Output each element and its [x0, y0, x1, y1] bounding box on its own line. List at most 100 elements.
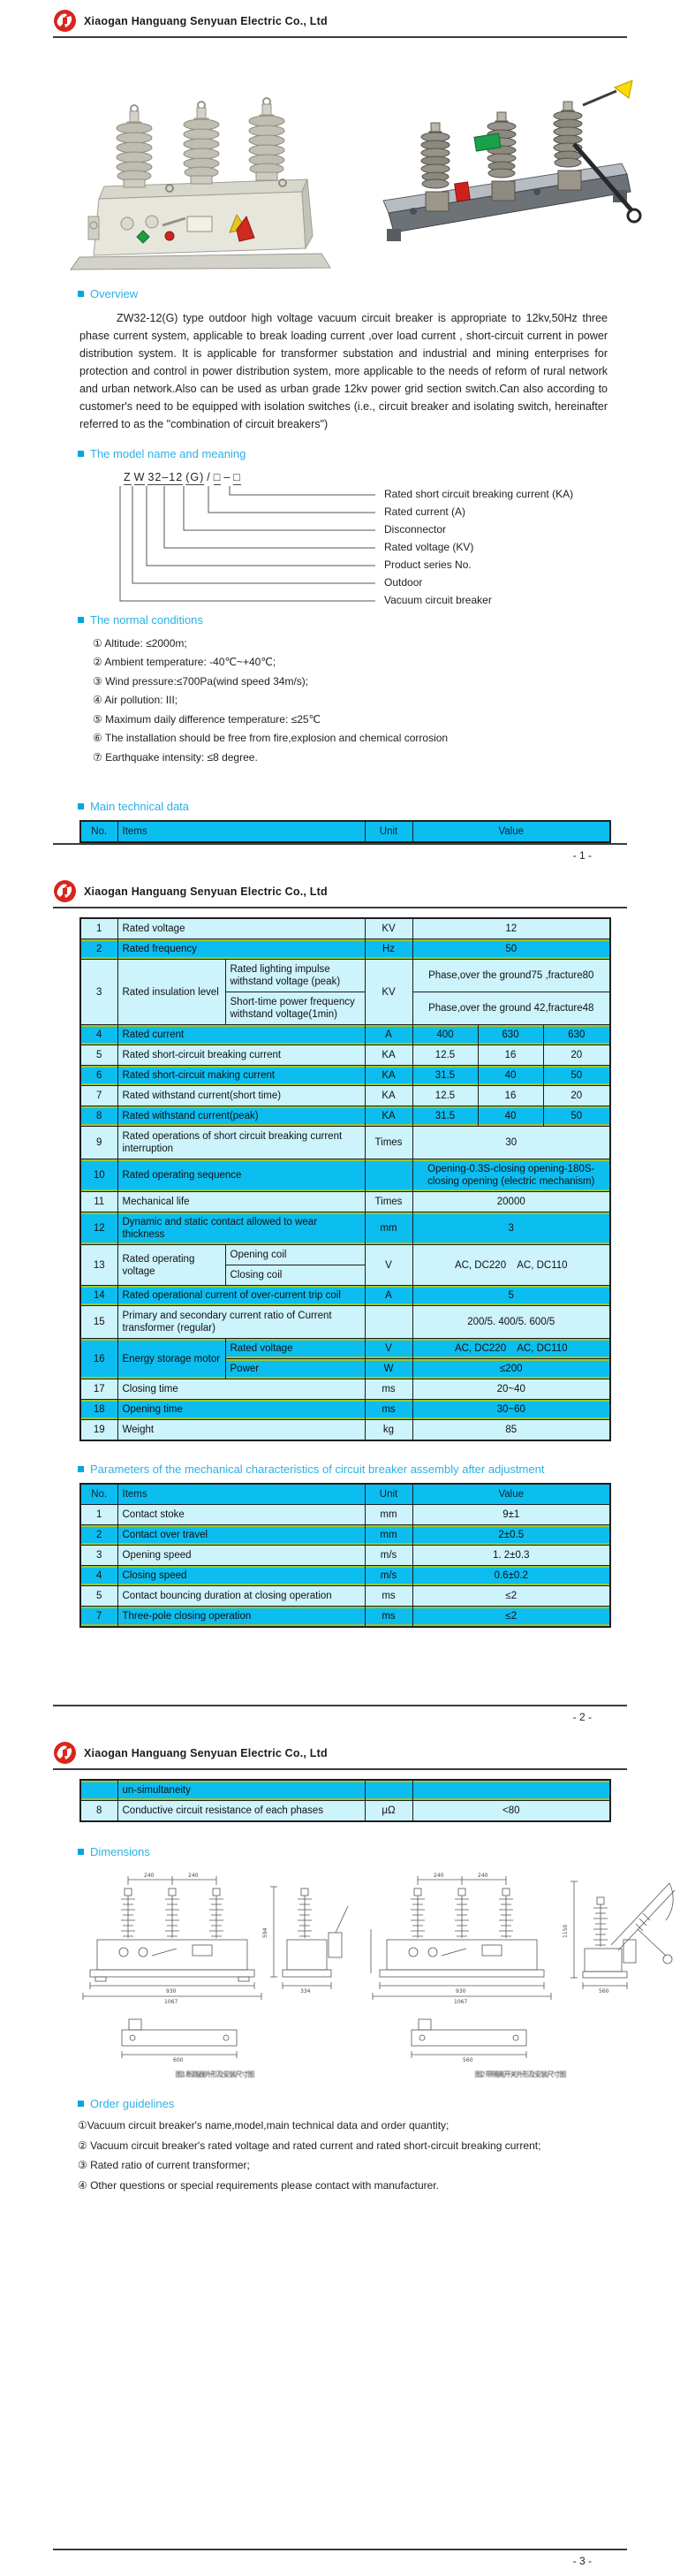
- model-code-seg: (G): [185, 471, 205, 485]
- main-data-table-header: No. Items Unit Value: [79, 820, 612, 843]
- cell-value: 50: [412, 938, 611, 960]
- cell-item: Rated current: [117, 1024, 366, 1045]
- cell-value: 0.6±0.2: [412, 1565, 611, 1586]
- cell-no: [79, 1779, 118, 1801]
- table-row: 11 Mechanical life Times 20000: [79, 1191, 611, 1212]
- cell-value: 50: [542, 1065, 611, 1086]
- col-no: No.: [79, 820, 118, 843]
- cell-no: 15: [79, 1305, 118, 1339]
- model-code-seg: □: [213, 471, 222, 485]
- svg-text:240: 240: [188, 1873, 199, 1879]
- overview-paragraph: ZW32-12(G) type outdoor high voltage vac…: [79, 312, 608, 430]
- col-value: Value: [412, 820, 611, 843]
- cell-unit: KA: [364, 1085, 413, 1106]
- page-number: - 2 -: [572, 1711, 592, 1723]
- cell-value: 9±1: [412, 1504, 611, 1525]
- page-footer: - 1 -: [53, 843, 627, 870]
- cell-no: 4: [79, 1024, 118, 1045]
- cell-value: 2±0.5: [412, 1524, 611, 1546]
- page-1: Xiaogan Hanguang Senyuan Electric Co., L…: [0, 0, 680, 870]
- cell-value: 400: [412, 1024, 479, 1045]
- svg-text:1150: 1150: [563, 1925, 569, 1938]
- cell-value: 630: [477, 1024, 544, 1045]
- cell-item: Closing speed: [117, 1565, 366, 1586]
- table-row: 7 Rated withstand current(short time) KA 12…: [79, 1085, 611, 1106]
- figure-caption: 图2 带隔离开关外形及安装尺寸图: [474, 2071, 567, 2078]
- cell-no: 16: [79, 1338, 118, 1379]
- page-number: - 1 -: [572, 849, 592, 862]
- page-2: Xiaogan Hanguang Senyuan Electric Co., L…: [0, 870, 680, 1732]
- svg-text:1067: 1067: [454, 1999, 467, 2005]
- svg-text:600: 600: [173, 2057, 184, 2063]
- col-no: No.: [79, 1483, 118, 1505]
- cell-unit: A: [364, 1285, 413, 1306]
- table-row: 8 Rated withstand current(peak) KA 31.5 40 50: [79, 1106, 611, 1127]
- page-header: Xiaogan Hanguang Senyuan Electric Co., L…: [53, 870, 627, 908]
- cell-unit: mm: [364, 1212, 413, 1245]
- section-title: The model name and meaning: [90, 447, 246, 460]
- page-footer: - 3 -: [53, 2549, 627, 2576]
- table-row: 1 Contact stoke mm 9±1: [79, 1504, 611, 1525]
- cell-unit: Hz: [364, 938, 413, 960]
- table-row: Short-time power frequency withstand vol…: [80, 992, 611, 1025]
- cell-value: Phase,over the ground75 ,fracture80: [412, 959, 611, 992]
- cell-value: 31.5: [412, 1065, 479, 1086]
- section-bullet-icon: [78, 803, 84, 809]
- table-row: 9 Rated operations of short circuit break…: [79, 1126, 611, 1159]
- parameters-table-continued: un-simultaneity 8 Conductive circuit resi…: [79, 1779, 611, 1822]
- cell-no: 13: [79, 1244, 118, 1286]
- cell-item: Rated withstand current(peak): [117, 1106, 366, 1127]
- cell-no: 17: [79, 1379, 118, 1400]
- section-bullet-icon: [78, 291, 84, 297]
- cell-value: Phase,over the ground 42,fracture48: [412, 992, 611, 1025]
- model-code-seg: Z: [124, 471, 132, 485]
- cell-item: Mechanical life: [117, 1191, 366, 1212]
- cell-unit: ms: [364, 1399, 413, 1420]
- cell-no: 2: [79, 1524, 118, 1546]
- page-footer: - 2 -: [53, 1705, 627, 1732]
- condition-item: ⑦ Earthquake intensity: ≤8 degree.: [93, 750, 258, 764]
- cell-no: 9: [79, 1126, 118, 1159]
- cell-unit: m/s: [364, 1565, 413, 1586]
- condition-item: ⑤ Maximum daily difference temperature: …: [93, 712, 321, 726]
- cell-value: ≤200: [412, 1358, 611, 1379]
- cell-value: 30~60: [412, 1399, 611, 1420]
- condition-item: ④ Air pollution: III;: [93, 694, 178, 706]
- cell-value: 20~40: [412, 1379, 611, 1400]
- table-row: 4 Rated current A 400 630 630: [79, 1024, 611, 1045]
- company-name: Xiaogan Hanguang Senyuan Electric Co., L…: [84, 885, 328, 898]
- model-label: Disconnector: [384, 523, 447, 536]
- section-bullet-icon: [78, 451, 84, 457]
- cell-no: 5: [79, 1045, 118, 1066]
- table-row: un-simultaneity: [79, 1779, 611, 1801]
- cell-unit: KV: [364, 959, 413, 1025]
- table-row: 3 Opening speed m/s 1. 2±0.3: [79, 1545, 611, 1566]
- cell-item: Rated short-circuit making current: [117, 1065, 366, 1086]
- cell-no: 3: [79, 959, 118, 1025]
- cell-unit: W: [364, 1358, 413, 1379]
- cell-value: 50: [542, 1106, 611, 1127]
- cell-value: 40: [477, 1065, 544, 1086]
- section-heading-model: The model name and meaning: [78, 447, 618, 460]
- table-row: 4 Closing speed m/s 0.6±0.2: [79, 1565, 611, 1586]
- cell-unit: KA: [364, 1045, 413, 1066]
- table-row: 13 Rated operating voltage Opening coil V AC…: [79, 1244, 611, 1286]
- cell-value: 20: [542, 1085, 611, 1106]
- section-title: The normal conditions: [90, 612, 203, 627]
- table-row: Power W ≤200: [80, 1358, 611, 1379]
- cell-item: Primary and secondary current ratio of C…: [117, 1305, 366, 1339]
- cell-value: AC, DC220 AC, DC110: [412, 1244, 611, 1286]
- cell-unit: KV: [364, 917, 413, 939]
- cell-unit: [364, 1779, 413, 1801]
- section-heading-main-data: Main technical data: [78, 800, 618, 813]
- model-ladder-lines: [119, 486, 375, 602]
- cell-value: Opening-0.3S-closing opening-180S-closin…: [412, 1159, 611, 1192]
- table-row: 17 Closing time ms 20~40: [79, 1379, 611, 1400]
- cell-item: Rated operating voltage: [117, 1244, 226, 1286]
- model-code-seg: 32–12: [147, 471, 184, 485]
- model-label: Rated voltage (KV): [384, 541, 474, 553]
- cell-item: Closing time: [117, 1379, 366, 1400]
- cell-unit: KA: [364, 1065, 413, 1086]
- cell-no: 4: [79, 1565, 118, 1586]
